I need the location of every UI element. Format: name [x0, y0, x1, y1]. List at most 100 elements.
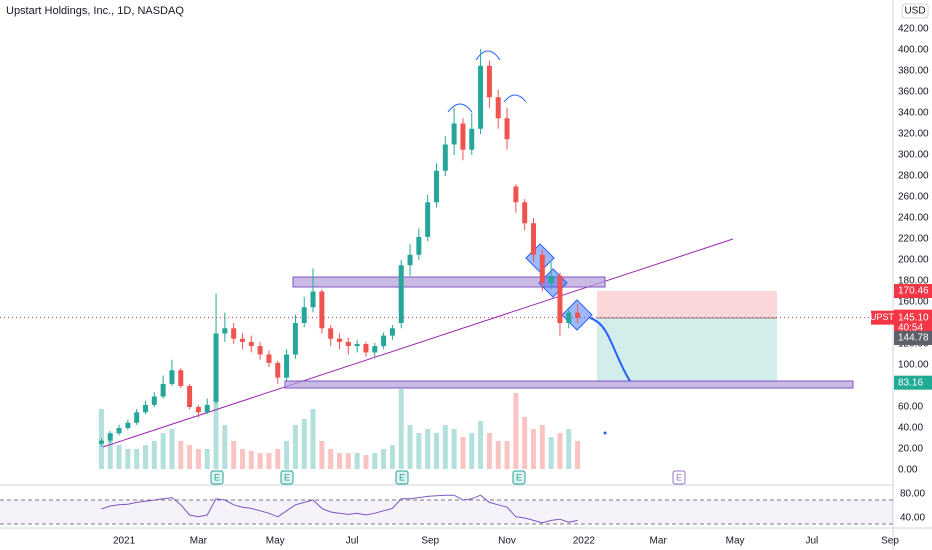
price-tag-label: 170.46	[898, 286, 929, 297]
y-tick-label: 200.00	[898, 255, 929, 266]
y-tick-label: 180.00	[898, 276, 929, 287]
candle-body	[134, 412, 140, 423]
candle-body	[566, 312, 572, 323]
volume-bar	[222, 425, 228, 469]
y-tick-label: 400.00	[898, 45, 929, 56]
currency[interactable]: USD	[904, 6, 925, 17]
volume-bar	[539, 425, 545, 469]
candle-body	[557, 275, 563, 323]
volume-bar	[407, 425, 413, 469]
candle-body	[478, 65, 484, 129]
pattern-arc[interactable]	[475, 50, 501, 61]
rsi-tick-label: 40.00	[900, 513, 925, 524]
price-tag	[894, 375, 932, 390]
candle-body	[195, 407, 201, 413]
candle-body	[442, 144, 448, 171]
candle-body	[204, 404, 210, 413]
volume-bar	[522, 417, 528, 469]
volume-bar	[513, 393, 519, 469]
x-tick-label: May	[266, 536, 285, 547]
candle-body	[248, 341, 254, 347]
candle-body	[284, 354, 290, 378]
volume-bar	[354, 453, 360, 469]
chart-title: Upstart Holdings, Inc., 1D, NASDAQ	[6, 5, 184, 17]
y-tick-label: 380.00	[898, 66, 929, 77]
earnings-marker[interactable]	[672, 470, 686, 485]
volume-bar	[142, 445, 148, 469]
candle-body	[301, 307, 307, 323]
volume-bar	[187, 445, 193, 469]
volume-bar	[204, 449, 210, 469]
earnings-marker[interactable]	[395, 470, 409, 485]
volume-bar	[469, 433, 475, 469]
earnings-marker[interactable]	[210, 470, 224, 485]
candle-body	[328, 328, 334, 339]
earnings-marker[interactable]	[280, 470, 294, 485]
volume-bar	[416, 433, 422, 469]
candle-body	[548, 275, 554, 284]
volume-bar	[301, 419, 307, 469]
price-tag	[894, 284, 932, 299]
candle-body	[222, 328, 228, 334]
y-tick-label: 340.00	[898, 108, 929, 119]
y-tick-label: 20.00	[898, 444, 923, 455]
candle-body	[425, 202, 431, 237]
earnings-marker[interactable]	[512, 470, 526, 485]
y-tick-label: 160.00	[898, 297, 929, 308]
rsi-line	[101, 494, 578, 524]
price-tag	[894, 330, 932, 345]
candle-body	[257, 346, 263, 355]
volume-bar	[504, 441, 510, 469]
x-tick-label: Mar	[190, 536, 208, 547]
volume-bar	[372, 453, 378, 469]
currency-box[interactable]	[901, 3, 929, 19]
candle-body	[389, 328, 395, 336]
y-tick-label: 60.00	[898, 402, 923, 413]
volume-bar	[530, 429, 536, 469]
volume-bar	[336, 453, 342, 469]
x-tick-label: Sep	[421, 536, 439, 547]
candle-body	[381, 335, 387, 347]
candle-body	[363, 344, 369, 353]
y-tick-label: 40.00	[898, 423, 923, 434]
y-tick-label: 280.00	[898, 171, 929, 182]
earnings-label: E	[399, 472, 405, 482]
candle-body	[504, 118, 510, 140]
pattern-arc[interactable]	[447, 103, 473, 113]
y-tick-label: 300.00	[898, 150, 929, 161]
candle-body	[213, 333, 219, 402]
candle-body	[522, 202, 528, 224]
candle-body	[575, 312, 581, 318]
symbol-tag	[871, 310, 894, 325]
support-zone[interactable]	[284, 380, 854, 389]
volume-bar	[275, 449, 281, 469]
candle-body	[266, 354, 272, 363]
candle-body	[125, 422, 131, 428]
volume-bar	[328, 449, 334, 469]
candle-body	[354, 344, 360, 347]
volume-bar	[433, 433, 439, 469]
candle-body	[231, 328, 237, 339]
volume-bar	[557, 433, 563, 469]
y-tick-label: 260.00	[898, 192, 929, 203]
volume-bar	[169, 429, 175, 469]
x-tick-label: Jul	[346, 536, 359, 547]
x-tick-label: Mar	[650, 536, 668, 547]
reward-zone	[597, 317, 777, 383]
y-tick-label: 420.00	[898, 24, 929, 35]
x-tick-label: Nov	[498, 536, 516, 547]
projection-path[interactable]	[589, 317, 631, 382]
volume-bar	[178, 441, 184, 469]
earnings-label: E	[214, 472, 220, 482]
trend-line[interactable]	[102, 238, 734, 448]
volume-bar	[213, 393, 219, 469]
volume-bar	[566, 429, 572, 469]
resistance-zone[interactable]	[292, 276, 606, 288]
pattern-arc[interactable]	[503, 94, 527, 103]
candle-body	[336, 338, 342, 342]
volume-bar	[486, 433, 492, 469]
countdown-label: 40:54	[898, 322, 923, 333]
volume-bar	[134, 449, 140, 469]
earnings-label: E	[284, 472, 290, 482]
